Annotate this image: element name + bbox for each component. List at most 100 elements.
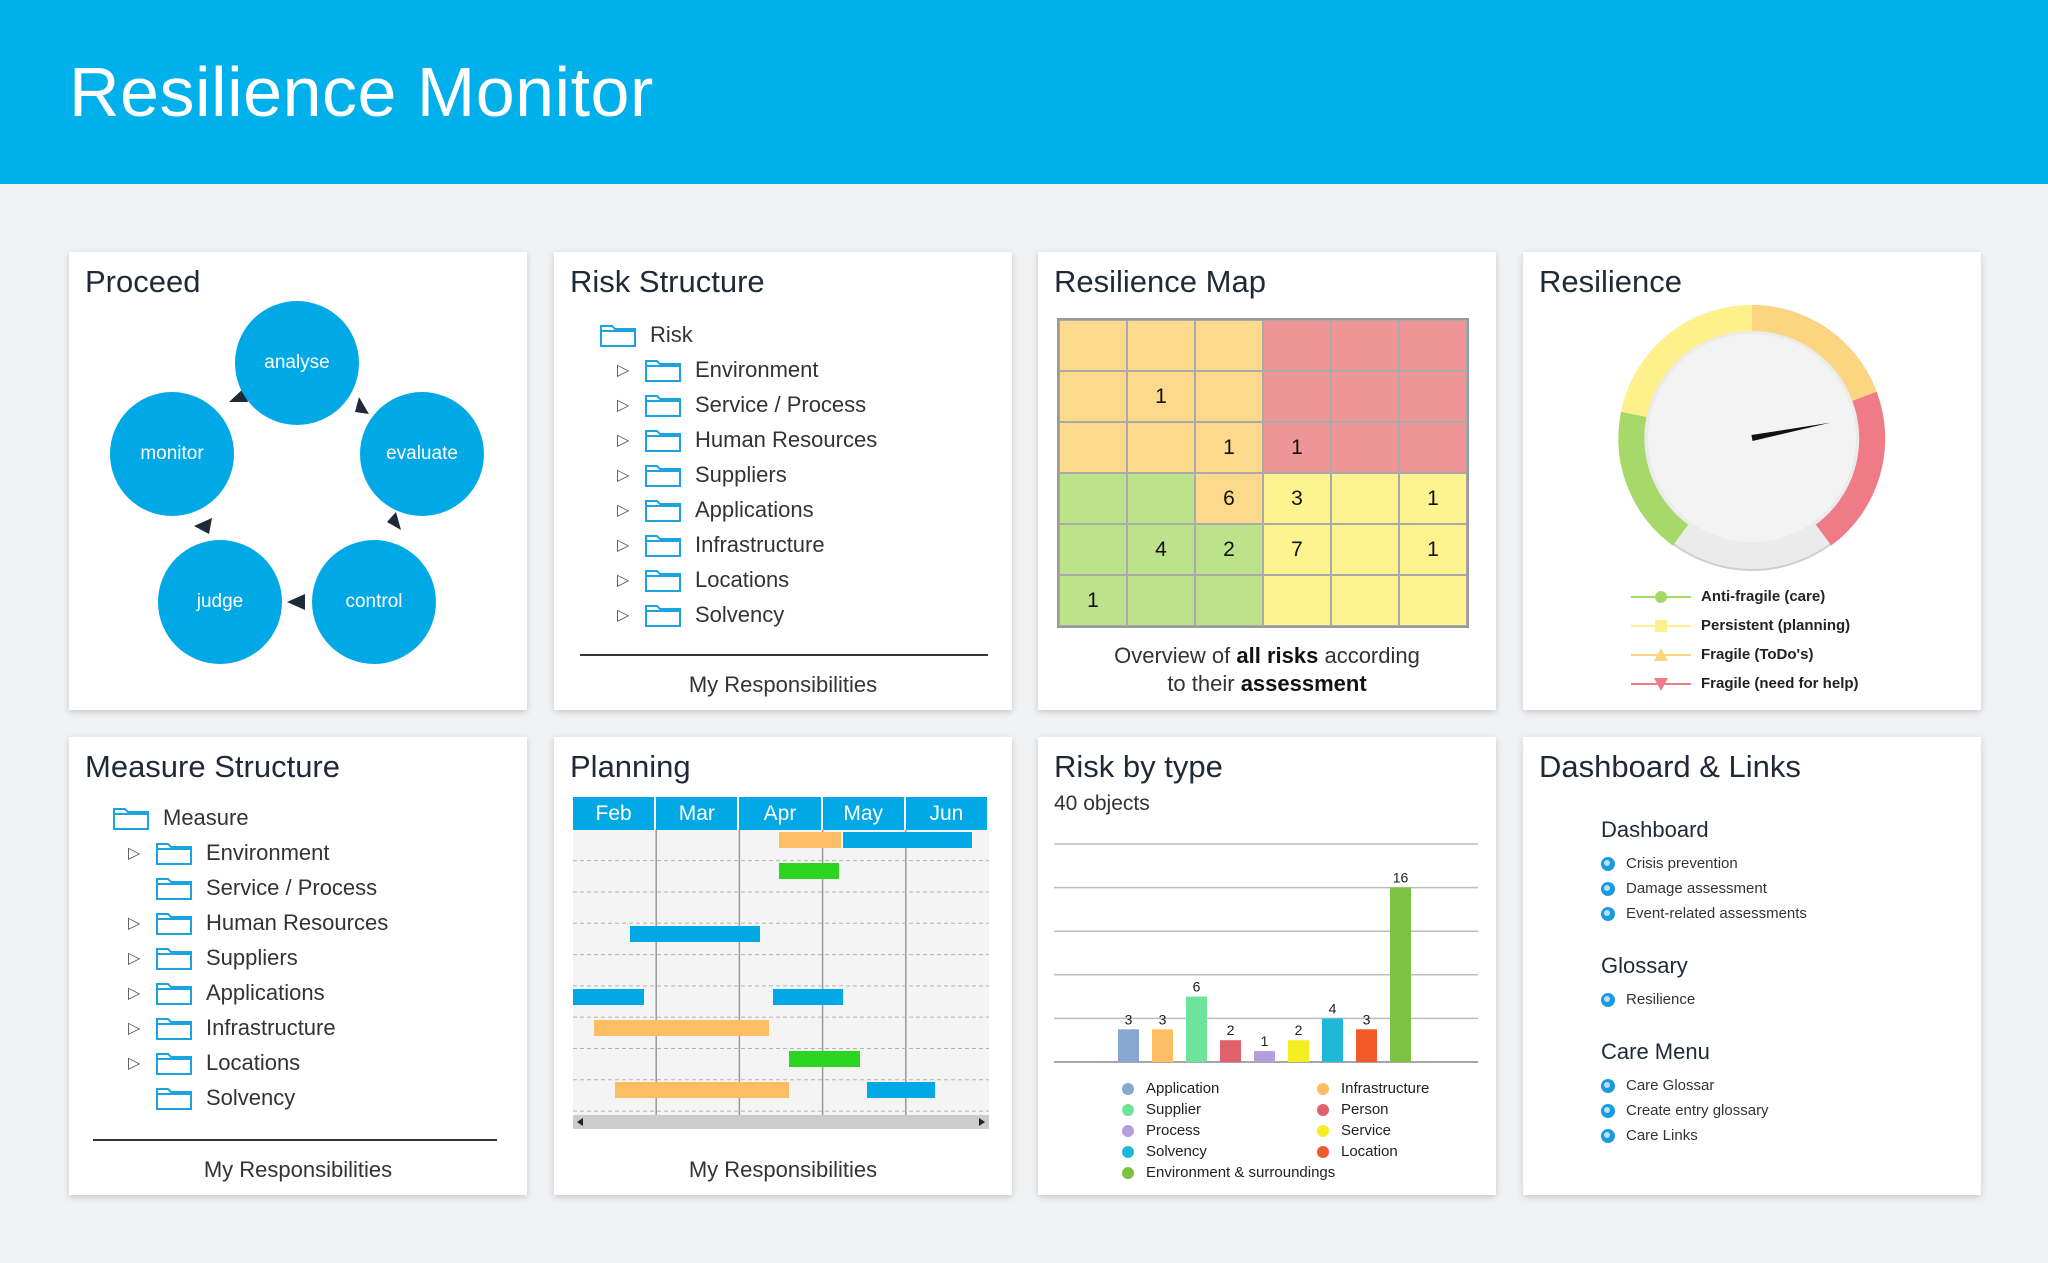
matrix-cell[interactable] <box>1331 320 1399 371</box>
step-analyse[interactable]: analyse <box>235 301 359 425</box>
step-evaluate[interactable]: evaluate <box>360 392 484 516</box>
matrix-cell[interactable]: 1 <box>1399 473 1467 524</box>
matrix-cell[interactable]: 1 <box>1399 524 1467 575</box>
nav-link[interactable]: Crisis prevention <box>1601 855 1738 872</box>
gantt-bar[interactable] <box>629 925 761 942</box>
matrix-cell[interactable] <box>1059 320 1127 371</box>
proceed-card[interactable]: Proceed analyse evaluate control judge m… <box>69 252 527 710</box>
gantt-bar[interactable] <box>772 988 844 1005</box>
tree-item[interactable]: ▷ Environment <box>617 357 819 382</box>
nav-link[interactable]: Create entry glossary <box>1601 1102 1769 1119</box>
matrix-cell[interactable] <box>1331 371 1399 422</box>
tree-item[interactable]: ▷ Suppliers <box>128 945 298 970</box>
gantt-bar[interactable] <box>778 863 840 880</box>
my-responsibilities-link[interactable]: My Responsibilities <box>203 1157 393 1182</box>
expand-triangle-icon[interactable]: ▷ <box>128 915 141 932</box>
tree-item[interactable]: ▷ Applications <box>128 980 325 1005</box>
expand-triangle-icon[interactable]: ▷ <box>128 845 141 862</box>
expand-triangle-icon[interactable]: ▷ <box>128 950 141 967</box>
tree-item[interactable]: ▷ Solvency <box>617 602 785 627</box>
expand-triangle-icon[interactable]: ▷ <box>617 467 630 484</box>
tree-root-risk[interactable]: Risk <box>600 318 693 352</box>
gantt-bar[interactable] <box>593 1019 769 1036</box>
tree-item[interactable]: ▷ Human Resources <box>128 910 389 935</box>
arrow-icon <box>387 512 401 530</box>
nav-link[interactable]: Care Glossar <box>1601 1077 1714 1094</box>
matrix-cell[interactable] <box>1263 575 1331 626</box>
matrix-cell[interactable] <box>1331 422 1399 473</box>
matrix-cell[interactable] <box>1399 320 1467 371</box>
matrix-cell[interactable] <box>1127 473 1195 524</box>
matrix-cell[interactable] <box>1195 575 1263 626</box>
matrix-cell[interactable]: 1 <box>1195 422 1263 473</box>
matrix-cell[interactable]: 7 <box>1263 524 1331 575</box>
my-responsibilities-link[interactable]: My Responsibilities <box>688 1157 878 1182</box>
matrix-cell[interactable] <box>1195 320 1263 371</box>
tree-item[interactable]: ▷ Human Resources <box>617 427 878 452</box>
matrix-cell[interactable]: 6 <box>1195 473 1263 524</box>
folder-icon <box>645 498 681 522</box>
matrix-cell[interactable] <box>1331 473 1399 524</box>
tree-item[interactable]: ▷ Infrastructure <box>617 532 825 557</box>
nav-link[interactable]: Resilience <box>1601 991 1695 1008</box>
matrix-cell[interactable]: 3 <box>1263 473 1331 524</box>
matrix-cell[interactable] <box>1059 422 1127 473</box>
tree-item[interactable]: Service / Process <box>128 871 377 905</box>
gantt-bar[interactable] <box>573 988 644 1005</box>
expand-triangle-icon[interactable]: ▷ <box>617 537 630 554</box>
expand-triangle-icon[interactable]: ▷ <box>617 502 630 519</box>
step-control[interactable]: control <box>312 540 436 664</box>
expand-triangle-icon[interactable]: ▷ <box>128 1055 141 1072</box>
expand-triangle-icon[interactable]: ▷ <box>128 985 141 1002</box>
tree-item[interactable]: ▷ Locations <box>617 567 790 592</box>
matrix-cell[interactable] <box>1127 422 1195 473</box>
folder-icon <box>645 358 681 382</box>
expand-triangle-icon[interactable]: ▷ <box>128 1020 141 1037</box>
tree-item[interactable]: ▷ Environment <box>128 840 330 865</box>
nav-link[interactable]: Event-related assessments <box>1601 905 1807 922</box>
gantt-bar[interactable] <box>789 1051 861 1068</box>
matrix-cell[interactable] <box>1263 371 1331 422</box>
matrix-cell[interactable] <box>1127 575 1195 626</box>
matrix-cell[interactable]: 4 <box>1127 524 1195 575</box>
tree-item[interactable]: ▷ Locations <box>128 1050 301 1075</box>
matrix-cell[interactable] <box>1399 371 1467 422</box>
gantt-bar[interactable] <box>866 1082 935 1099</box>
tree-root-measure[interactable]: Measure <box>113 801 249 835</box>
matrix-cell[interactable] <box>1331 575 1399 626</box>
matrix-cell[interactable] <box>1059 524 1127 575</box>
matrix-cell[interactable] <box>1059 473 1127 524</box>
expand-triangle-icon[interactable]: ▷ <box>617 607 630 624</box>
expand-triangle-icon[interactable]: ▷ <box>617 572 630 589</box>
nav-link[interactable]: Damage assessment <box>1601 880 1767 897</box>
matrix-cell[interactable]: 1 <box>1059 575 1127 626</box>
matrix-cell[interactable]: 1 <box>1127 371 1195 422</box>
step-monitor[interactable]: monitor <box>110 392 234 516</box>
resilience-title: Resilience <box>1539 264 1683 299</box>
nav-link[interactable]: Care Links <box>1601 1127 1698 1144</box>
tree-item[interactable]: Solvency <box>128 1081 295 1115</box>
expand-triangle-icon[interactable]: ▷ <box>617 362 630 379</box>
my-responsibilities-link[interactable]: My Responsibilities <box>688 672 878 697</box>
expand-triangle-icon[interactable]: ▷ <box>617 397 630 414</box>
step-judge[interactable]: judge <box>158 540 282 664</box>
gantt-bar[interactable] <box>842 832 973 848</box>
matrix-cell[interactable] <box>1263 320 1331 371</box>
matrix-cell[interactable]: 1 <box>1263 422 1331 473</box>
expand-triangle-icon[interactable]: ▷ <box>617 432 630 449</box>
tree-item[interactable]: ▷ Suppliers <box>617 462 787 487</box>
matrix-cell[interactable] <box>1195 371 1263 422</box>
bar-value-label: 2 <box>1227 1022 1235 1038</box>
horizontal-scrollbar[interactable] <box>573 1115 989 1129</box>
matrix-cell[interactable] <box>1399 422 1467 473</box>
tree-item[interactable]: ▷ Infrastructure <box>128 1015 336 1040</box>
matrix-cell[interactable]: 2 <box>1195 524 1263 575</box>
matrix-cell[interactable] <box>1127 320 1195 371</box>
gantt-bar[interactable] <box>778 832 841 848</box>
tree-item[interactable]: ▷ Applications <box>617 497 814 522</box>
gantt-bar[interactable] <box>614 1082 790 1099</box>
tree-item[interactable]: ▷ Service / Process <box>617 392 867 417</box>
matrix-cell[interactable] <box>1059 371 1127 422</box>
matrix-cell[interactable] <box>1399 575 1467 626</box>
matrix-cell[interactable] <box>1331 524 1399 575</box>
